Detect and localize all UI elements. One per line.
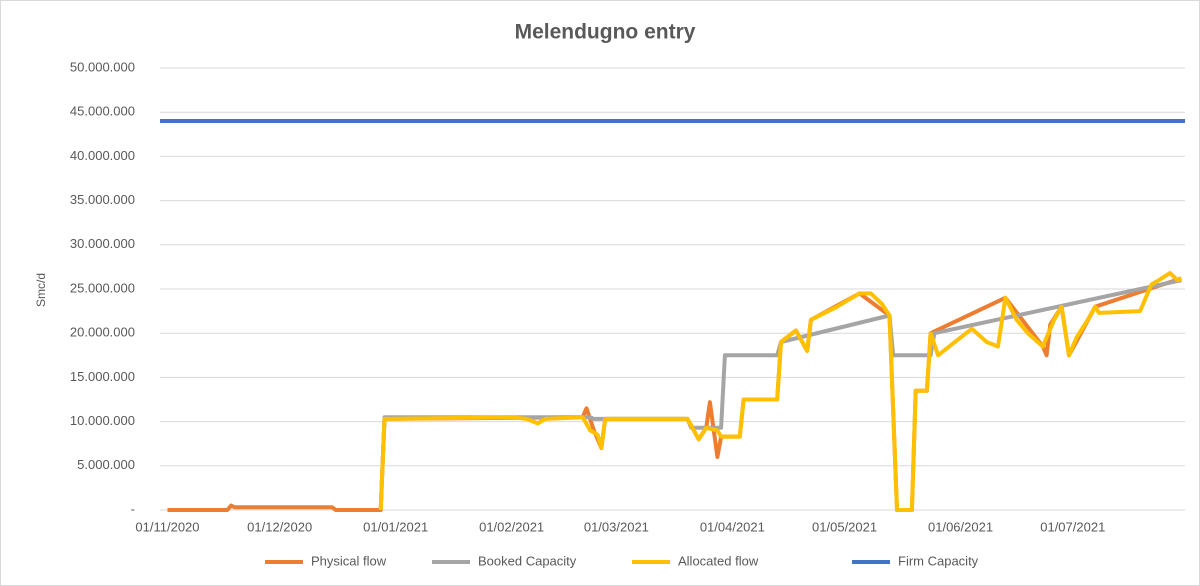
x-tick-label: 01/05/2021 [812,519,877,534]
y-tick-label: 10.000.000 [70,413,135,428]
series-line [378,278,1182,511]
y-axis-label: Smc/d [34,273,48,307]
x-tick-label: 01/01/2021 [363,519,428,534]
legend-label: Firm Capacity [898,553,979,568]
x-tick-label: 01/12/2020 [247,519,312,534]
series-line [378,271,1183,512]
y-tick-label: 20.000.000 [70,325,135,340]
x-tick-label: 01/02/2021 [479,519,544,534]
chart-title: Melendugno entry [515,21,696,44]
legend-label: Booked Capacity [478,553,577,568]
y-tick-label: 15.000.000 [70,369,135,384]
x-tick-label: 01/11/2020 [135,519,199,534]
y-tick-label: 40.000.000 [70,148,135,163]
y-tick-label: 25.000.000 [70,280,135,295]
x-tick-label: 01/07/2021 [1040,519,1105,534]
x-tick-label: 01/06/2021 [928,519,993,534]
y-tick-label: 45.000.000 [70,104,135,119]
y-tick-label: 30.000.000 [70,236,135,251]
y-tick-label: 50.000.000 [70,59,135,74]
y-tick-label: 5.000.000 [77,457,135,472]
y-tick-label: 35.000.000 [70,192,135,207]
y-tick-label: - [131,501,135,516]
legend-label: Allocated flow [678,553,759,568]
x-tick-label: 01/03/2021 [584,519,649,534]
legend-label: Physical flow [311,553,387,568]
x-tick-label: 01/04/2021 [700,519,765,534]
